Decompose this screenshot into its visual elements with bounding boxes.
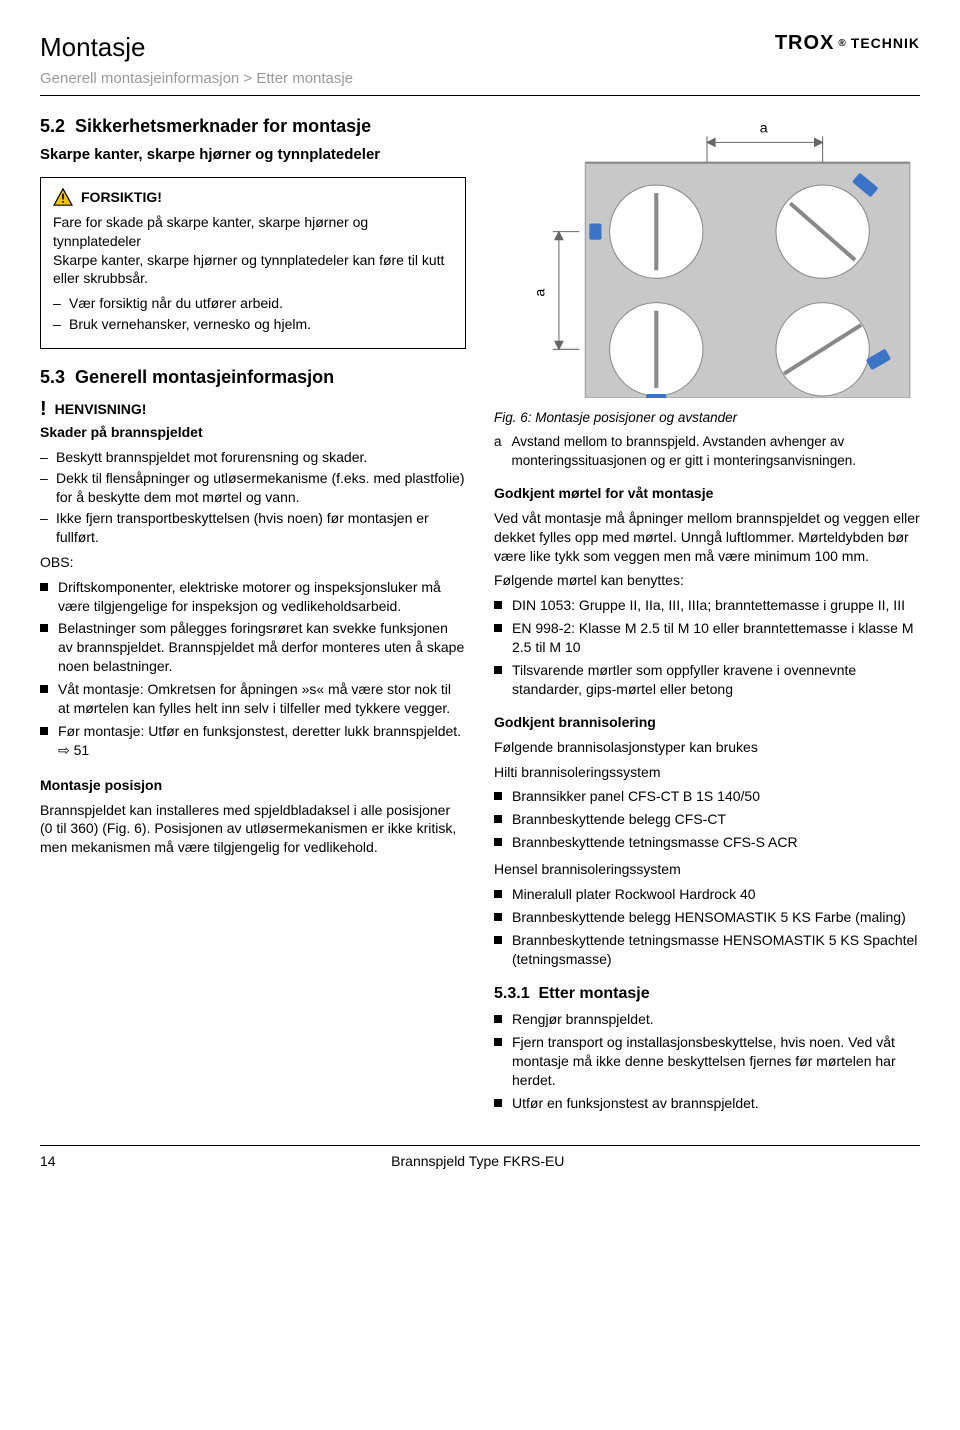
mortar-item: DIN 1053: Gruppe II, IIa, III, IIIa; bra… (494, 596, 920, 615)
warning-item: Vær forsiktig når du utfører arbeid. (53, 294, 453, 313)
insulation-head: Godkjent brannisolering (494, 713, 920, 732)
figure-legend-key: a (494, 433, 502, 469)
note-item: Beskytt brannspjeldet mot forurensning o… (40, 448, 466, 467)
section-5-3-heading: 5.3 Generell montasjeinformasjon (40, 365, 466, 389)
obs-list: Driftskomponenter, elektriske motorer og… (40, 578, 466, 760)
note-label: HENVISNING! (55, 400, 147, 419)
sec531-num: 5.3.1 (494, 985, 530, 1002)
hilti-head: Hilti brannisoleringssystem (494, 763, 920, 782)
note-item: Dekk til flensåpninger og utløsermekanis… (40, 469, 466, 507)
hilti-item: Brannsikker panel CFS-CT B 1S 140/50 (494, 787, 920, 806)
obs-item: Våt montasje: Omkretsen for åpningen »s«… (40, 680, 466, 718)
left-column: 5.2 Sikkerhetsmerknader for montasje Ska… (40, 114, 466, 1116)
hilti-item: Brannbeskyttende tetningsmasse CFS-S ACR (494, 833, 920, 852)
sec53-num: 5.3 (40, 367, 65, 387)
page-header: Montasje TROX® TECHNIK (40, 30, 920, 65)
after-install-item: Rengjør brannspjeldet. (494, 1010, 920, 1029)
note-item: Ikke fjern transportbeskyttelsen (hvis n… (40, 509, 466, 547)
sec531-title: Etter montasje (538, 985, 649, 1002)
brand-main: TROX (775, 30, 835, 57)
right-column: a a (494, 114, 920, 1116)
section-5-3-1-heading: 5.3.1 Etter montasje (494, 983, 920, 1005)
warning-icon (53, 188, 73, 206)
hensel-list: Mineralull plater Rockwool Hardrock 40 B… (494, 885, 920, 969)
mortar-p1: Ved våt montasje må åpninger mellom bran… (494, 509, 920, 566)
warning-body: Fare for skade på skarpe kanter, skarpe … (53, 213, 453, 289)
header-rule (40, 95, 920, 96)
warning-label: FORSIKTIG! (81, 188, 162, 207)
hilti-item: Brannbeskyttende belegg CFS-CT (494, 810, 920, 829)
note-list: Beskytt brannspjeldet mot forurensning o… (40, 448, 466, 546)
after-install-item: Utfør en funksjonstest av brannspjeldet. (494, 1094, 920, 1113)
warning-item: Bruk vernehansker, vernesko og hjelm. (53, 315, 453, 334)
sec52-num: 5.2 (40, 116, 65, 136)
mortar-item: Tilsvarende mørtler som oppfyller kraven… (494, 661, 920, 699)
obs-item: Driftskomponenter, elektriske motorer og… (40, 578, 466, 616)
figure-6-legend: a Avstand mellom to brannspjeld. Avstand… (494, 433, 920, 469)
note-subhead: Skader på brannspjeldet (40, 423, 466, 442)
sec52-subhead: Skarpe kanter, skarpe hjørner og tynnpla… (40, 145, 466, 165)
hensel-item: Brannbeskyttende tetningsmasse HENSOMAST… (494, 931, 920, 969)
registered-icon: ® (838, 37, 846, 51)
figure-6: a a (494, 114, 920, 470)
dim-label-a-top: a (760, 121, 768, 137)
section-5-2-heading: 5.2 Sikkerhetsmerknader for montasje (40, 114, 466, 138)
page-footer: 14 Brannspjeld Type FKRS-EU (40, 1145, 920, 1171)
info-icon: ! (40, 399, 47, 419)
sec52-title: Sikkerhetsmerknader for montasje (75, 116, 371, 136)
brand-sub: TECHNIK (851, 34, 920, 53)
warning-box: FORSIKTIG! Fare for skade på skarpe kant… (40, 177, 466, 349)
breadcrumb: Generell montasjeinformasjon > Etter mon… (40, 69, 920, 89)
dim-label-a-left: a (533, 289, 549, 297)
obs-item: Belastninger som pålegges foringsrøret k… (40, 619, 466, 676)
obs-item: Før montasje: Utfør en funksjonstest, de… (40, 722, 466, 760)
hensel-item: Mineralull plater Rockwool Hardrock 40 (494, 885, 920, 904)
mortar-head: Godkjent mørtel for våt montasje (494, 484, 920, 503)
mount-position-body: Brannspjeldet kan installeres med spjeld… (40, 801, 466, 858)
mortar-list: DIN 1053: Gruppe II, IIa, III, IIIa; bra… (494, 596, 920, 698)
footer-product: Brannspjeld Type FKRS-EU (56, 1152, 900, 1171)
figure-legend-text: Avstand mellom to brannspjeld. Avstanden… (512, 433, 920, 469)
hilti-list: Brannsikker panel CFS-CT B 1S 140/50 Bra… (494, 787, 920, 852)
content-columns: 5.2 Sikkerhetsmerknader for montasje Ska… (40, 114, 920, 1116)
mount-position-head: Montasje posisjon (40, 776, 466, 795)
insulation-p1: Følgende brannisolasjonstyper kan brukes (494, 738, 920, 757)
doc-title: Montasje (40, 30, 146, 65)
warning-list: Vær forsiktig når du utfører arbeid. Bru… (53, 294, 453, 334)
sec53-title: Generell montasjeinformasjon (75, 367, 334, 387)
hensel-item: Brannbeskyttende belegg HENSOMASTIK 5 KS… (494, 908, 920, 927)
note-block: ! HENVISNING! Skader på brannspjeldet Be… (40, 399, 466, 546)
mortar-p2: Følgende mørtel kan benyttes: (494, 571, 920, 590)
obs-label: OBS: (40, 553, 466, 572)
figure-6-caption: Fig. 6: Montasje posisjoner og avstander (494, 409, 920, 427)
mortar-item: EN 998-2: Klasse M 2.5 til M 10 eller br… (494, 619, 920, 657)
figure-6-svg: a a (494, 114, 920, 398)
brand-logo: TROX® TECHNIK (775, 30, 920, 57)
hensel-head: Hensel brannisoleringssystem (494, 860, 920, 879)
after-install-list: Rengjør brannspjeldet. Fjern transport o… (494, 1010, 920, 1112)
page-number: 14 (40, 1152, 56, 1171)
after-install-item: Fjern transport og installasjonsbeskytte… (494, 1033, 920, 1090)
